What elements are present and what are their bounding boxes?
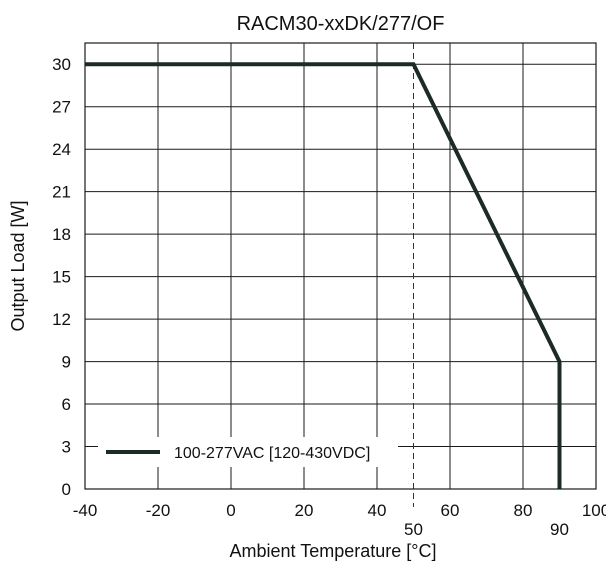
- x-tick-label: 20: [295, 501, 314, 520]
- series-line: [85, 62, 562, 489]
- x-tick-label: 80: [514, 501, 533, 520]
- legend-label: 100-277VAC [120-430VDC]: [174, 445, 370, 462]
- y-tick-label: 6: [62, 395, 71, 414]
- y-axis-title: Output Load [W]: [8, 200, 28, 331]
- x-tick-label: -20: [146, 501, 171, 520]
- x-tick-label: 40: [368, 501, 387, 520]
- y-tick-label: 15: [52, 268, 71, 287]
- y-tick-label: 12: [52, 310, 71, 329]
- y-tick-label: 18: [52, 225, 71, 244]
- grid: [85, 43, 596, 507]
- y-tick-label: 21: [52, 183, 71, 202]
- y-tick-label: 27: [52, 98, 71, 117]
- plot-frame: [84, 42, 597, 490]
- chart-title: RACM30-xxDK/277/OF: [237, 13, 445, 35]
- x-tick-label: 0: [226, 501, 235, 520]
- x-tick-label: 60: [441, 501, 460, 520]
- series-layer: [85, 62, 562, 489]
- x-axis-title: Ambient Temperature [°C]: [230, 541, 437, 561]
- x-annotation-label: 90: [550, 520, 569, 539]
- x-tick-label: -40: [73, 501, 98, 520]
- x-annotation-label: 50: [404, 520, 423, 539]
- y-tick-label: 0: [62, 480, 71, 499]
- x-tick-label: 100: [582, 501, 606, 520]
- tick-labels: 0 3 6 9 12 15 18 21 24 27 30 -40 -20 0 20 40 60 80 100 50 90: [52, 55, 606, 539]
- y-tick-label: 9: [62, 353, 71, 372]
- y-tick-label: 3: [62, 438, 71, 457]
- y-tick-label: 24: [52, 140, 71, 159]
- y-tick-label: 30: [52, 55, 71, 74]
- legend: 100-277VAC [120-430VDC]: [98, 437, 398, 467]
